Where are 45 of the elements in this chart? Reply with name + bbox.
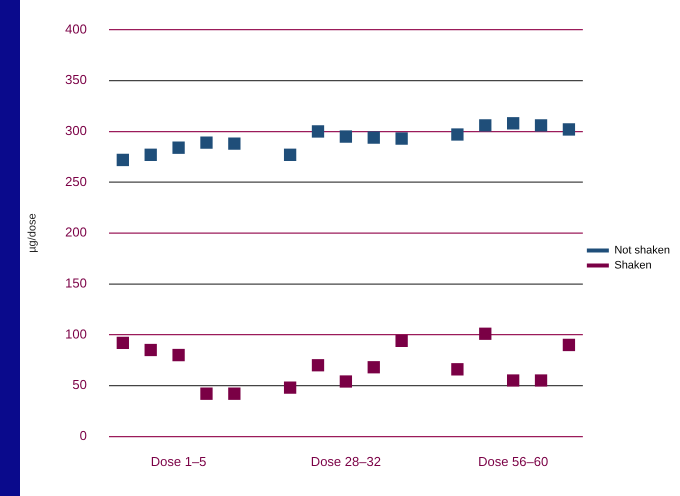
y-tick-label: 100 bbox=[65, 326, 87, 342]
legend-label: Not shaken bbox=[614, 244, 670, 257]
point bbox=[451, 363, 464, 376]
y-tick-label: 350 bbox=[65, 72, 87, 88]
point bbox=[200, 388, 213, 400]
legend-label: Shaken bbox=[614, 260, 652, 272]
point bbox=[200, 136, 213, 149]
point bbox=[368, 361, 380, 374]
point bbox=[395, 334, 408, 348]
x-tick-label: Dose 28–32 bbox=[310, 454, 381, 469]
x-tick-label: Dose 1–5 bbox=[150, 454, 206, 469]
y-axis-title: µg/dose bbox=[26, 213, 39, 253]
point bbox=[284, 148, 296, 161]
point bbox=[534, 374, 548, 387]
point bbox=[116, 154, 129, 166]
point bbox=[395, 132, 408, 145]
point bbox=[172, 348, 185, 362]
y-tick-label: 400 bbox=[65, 21, 87, 36]
point bbox=[340, 375, 352, 388]
point bbox=[228, 137, 241, 150]
y-tick-label: 200 bbox=[65, 224, 87, 240]
y-tick-label: 150 bbox=[65, 276, 87, 291]
point bbox=[284, 381, 296, 394]
y-tick-label: 50 bbox=[72, 377, 87, 392]
point bbox=[451, 128, 464, 141]
point bbox=[507, 374, 520, 387]
point bbox=[312, 125, 324, 138]
y-tick-label: 0 bbox=[80, 428, 87, 443]
point bbox=[172, 142, 185, 154]
point bbox=[312, 359, 324, 372]
point bbox=[228, 388, 241, 400]
point bbox=[144, 344, 157, 356]
y-tick-label: 250 bbox=[65, 174, 87, 189]
point bbox=[479, 328, 492, 340]
point bbox=[116, 336, 129, 350]
x-tick-label: Dose 56–60 bbox=[478, 454, 548, 469]
point bbox=[562, 338, 576, 352]
point bbox=[562, 123, 576, 136]
point bbox=[534, 119, 548, 132]
y-tick-label: 300 bbox=[65, 123, 87, 138]
point bbox=[144, 148, 157, 161]
point bbox=[479, 119, 492, 132]
point bbox=[368, 131, 380, 144]
point bbox=[340, 130, 352, 143]
point bbox=[507, 117, 520, 130]
